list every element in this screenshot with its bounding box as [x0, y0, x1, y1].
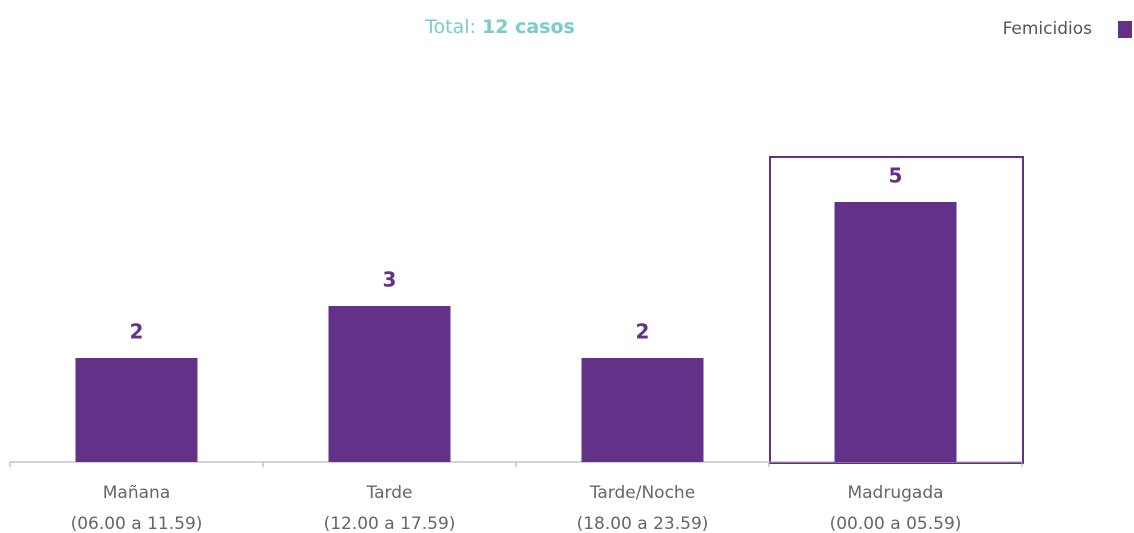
x-tick-sublabel: (18.00 a 23.59) [577, 514, 709, 533]
legend-label: Femicidios [1003, 19, 1093, 39]
bar [75, 358, 198, 462]
x-tick-sublabel: (00.00 a 05.59) [830, 514, 962, 533]
value-label: 5 [889, 164, 903, 188]
x-tick-sublabel: (06.00 a 11.59) [71, 514, 203, 533]
value-label: 3 [383, 268, 397, 292]
value-label: 2 [130, 320, 144, 344]
x-tick-sublabel: (12.00 a 17.59) [324, 514, 456, 533]
bar [581, 358, 704, 462]
highlight-box [769, 156, 1024, 464]
title-emphasis: 12 casos [482, 16, 575, 38]
x-tick-label: Madrugada [847, 483, 943, 503]
title-prefix: Total: [424, 16, 476, 38]
bar [328, 306, 451, 462]
bar [834, 202, 957, 462]
x-tick-label: Tarde [366, 483, 413, 503]
x-tick-label: Mañana [103, 483, 170, 503]
x-tick-label: Tarde/Noche [589, 483, 695, 503]
chart-title: Total: 12 casos [424, 16, 575, 38]
legend-swatch [1118, 21, 1132, 38]
value-label: 2 [636, 320, 650, 344]
